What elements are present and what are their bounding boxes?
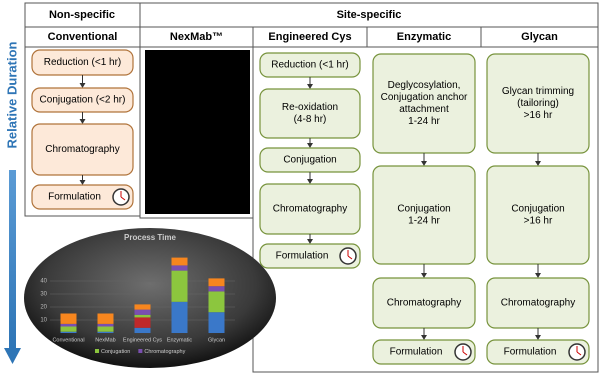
- flow-arrowhead: [307, 143, 313, 148]
- step-label: 1-24 hr: [408, 116, 440, 127]
- x-tick-label: Glycan: [208, 337, 225, 343]
- step-label: Formulation: [276, 251, 329, 262]
- clock-hand: [347, 255, 353, 260]
- column-title: Enzymatic: [397, 31, 451, 43]
- step-label: Conjugation (<2 hr): [40, 95, 126, 106]
- bar-segment: [60, 313, 77, 324]
- step-label: >16 hr: [524, 216, 553, 227]
- inset-title: Process Time: [124, 233, 176, 242]
- bar-segment: [208, 286, 225, 292]
- clock-hand: [462, 351, 468, 356]
- step-label: Reduction (<1 hr): [271, 60, 349, 71]
- step-label: Chromatography: [273, 204, 347, 215]
- header: Site-specific: [337, 9, 402, 21]
- x-tick-label: Conventional: [52, 337, 84, 343]
- bar-segment: [134, 309, 151, 315]
- step-label: Glycan trimming: [502, 86, 574, 97]
- step-label: Chromatography: [501, 298, 575, 309]
- flow-arrowhead: [421, 273, 427, 278]
- step-label: Formulation: [48, 192, 101, 203]
- column-title: Engineered Cys: [268, 31, 351, 43]
- flow-arrowhead: [535, 273, 541, 278]
- bar-segment: [208, 312, 225, 333]
- step-label: Conjugation anchor: [381, 92, 468, 103]
- bar-segment: [171, 301, 188, 333]
- step-label: >16 hr: [524, 110, 553, 121]
- step-label: Conjugation: [511, 204, 564, 215]
- bar-segment: [97, 326, 114, 332]
- header: Non-specific: [49, 9, 115, 21]
- clock-hand: [120, 196, 126, 201]
- arrow-head: [4, 348, 21, 364]
- bar-segment: [171, 265, 188, 271]
- bar-segment: [208, 278, 225, 287]
- step-label: Chromatography: [387, 298, 461, 309]
- column-title: Conventional: [48, 31, 118, 43]
- flow-arrowhead: [535, 161, 541, 166]
- step-label: Deglycosylation,: [388, 80, 461, 91]
- duration-arrow: [9, 170, 16, 348]
- flow-arrowhead: [535, 335, 541, 340]
- step-label: Conjugation: [397, 204, 450, 215]
- bar-segment: [134, 314, 151, 318]
- y-tick-label: 30: [40, 292, 47, 298]
- step-label: Formulation: [390, 347, 443, 358]
- step-label: Reduction (<1 hr): [44, 57, 122, 68]
- flow-arrowhead: [421, 335, 427, 340]
- legend-swatch: [95, 349, 99, 353]
- redacted-image: [145, 50, 250, 214]
- step-label: Formulation: [504, 347, 557, 358]
- step-label: Conjugation: [283, 155, 336, 166]
- cell: [139, 2, 599, 28]
- flow-arrowhead: [79, 119, 86, 124]
- x-tick-label: NexMab: [95, 337, 115, 343]
- y-tick-label: 20: [40, 305, 47, 311]
- step-label: (tailoring): [517, 98, 559, 109]
- step-label: Re-oxidation: [282, 102, 338, 113]
- step-label: Chromatography: [45, 144, 119, 155]
- bar-segment: [60, 331, 77, 333]
- bar-segment: [171, 270, 188, 302]
- step-label: 1-24 hr: [408, 216, 440, 227]
- bar-segment: [134, 304, 151, 310]
- step-label: attachment: [399, 104, 449, 115]
- bar-segment: [60, 326, 77, 332]
- cell: [24, 2, 141, 28]
- bar-segment: [134, 327, 151, 333]
- step-box: [486, 339, 590, 365]
- legend-label: Conjugation: [101, 349, 130, 355]
- legend-label: Chromatography: [144, 349, 185, 355]
- step-label: (4-8 hr): [294, 114, 327, 125]
- y-tick-label: 10: [40, 318, 47, 324]
- step-box: [259, 243, 361, 269]
- clock-hand: [576, 351, 582, 356]
- column-title: Glycan: [521, 31, 558, 43]
- step-box: [31, 184, 134, 210]
- inset-background: [24, 228, 276, 368]
- step-box: [372, 339, 476, 365]
- y-tick-label: 40: [40, 279, 47, 285]
- bar-segment: [208, 291, 225, 313]
- bar-segment: [171, 257, 188, 266]
- axis-label: Relative Duration: [4, 41, 19, 148]
- x-tick-label: Engineered Cys: [123, 337, 162, 343]
- flow-arrowhead: [79, 83, 86, 88]
- flow-arrowhead: [307, 239, 313, 244]
- column-title: NexMab™: [170, 31, 223, 43]
- flow-arrowhead: [79, 180, 86, 185]
- flow-arrowhead: [307, 179, 313, 184]
- flow-arrowhead: [307, 84, 313, 89]
- x-tick-label: Enzymatic: [167, 337, 193, 343]
- legend-swatch: [138, 349, 143, 353]
- bar-segment: [60, 323, 77, 327]
- flow-arrowhead: [421, 161, 427, 166]
- bar-segment: [97, 323, 114, 327]
- bar-segment: [97, 331, 114, 333]
- bar-segment: [97, 313, 114, 324]
- bar-segment: [134, 317, 151, 328]
